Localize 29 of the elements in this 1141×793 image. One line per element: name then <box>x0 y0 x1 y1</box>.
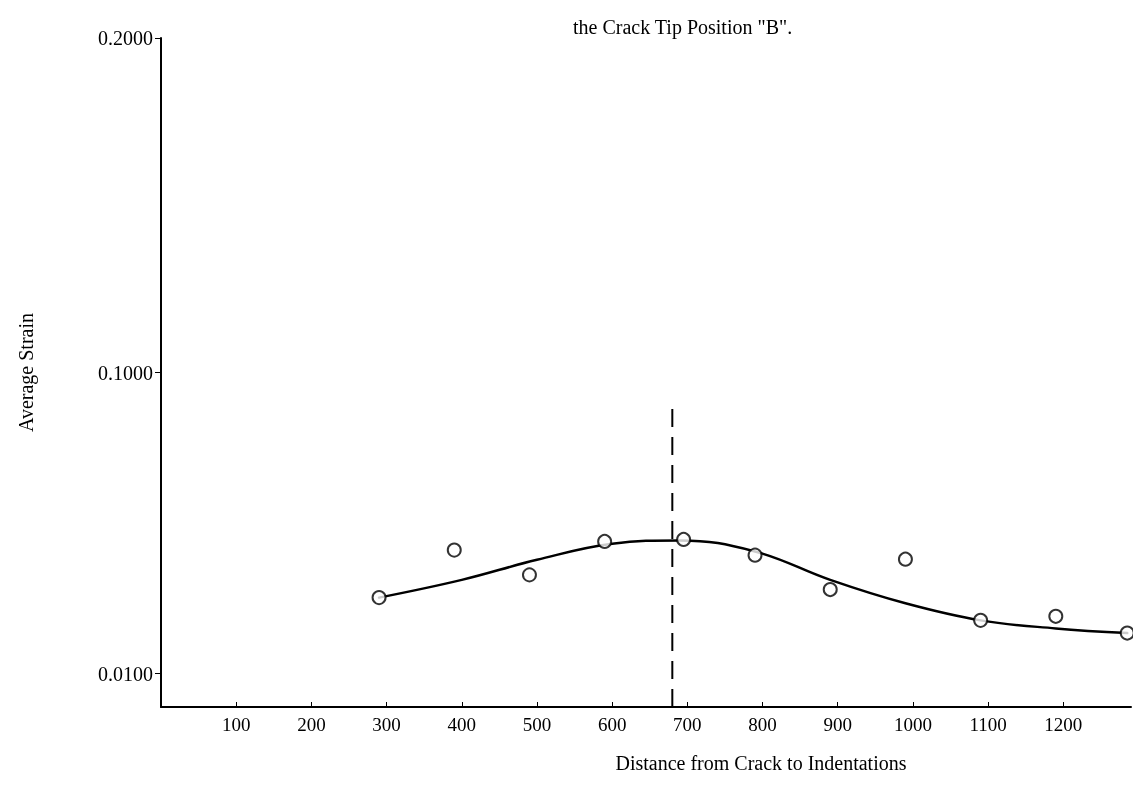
x-axis-title: Distance from Crack to Indentations <box>615 752 907 774</box>
x-tick-label: 400 <box>447 714 477 735</box>
point <box>1119 625 1133 641</box>
y-axis-title: Average Strain <box>15 312 38 433</box>
x-tick-label: 300 <box>372 714 401 735</box>
point <box>747 547 763 563</box>
point <box>897 551 913 567</box>
y-tick-label: 0.1000 <box>98 361 153 384</box>
x-tick-label: 700 <box>673 714 702 735</box>
point <box>973 612 989 628</box>
point <box>521 567 537 583</box>
x-tick-label: 800 <box>748 714 777 735</box>
y-tick-label: 0.2000 <box>98 27 153 49</box>
x-tick-label: 1200 <box>1044 714 1083 735</box>
chart-title: the Crack Tip Position "B". <box>573 16 793 39</box>
x-tick-label: 500 <box>522 714 552 735</box>
point <box>371 590 387 606</box>
x-tick-label: 100 <box>221 714 251 735</box>
point <box>822 582 838 598</box>
point <box>597 533 613 549</box>
x-tick-label: 200 <box>297 714 326 735</box>
x-tick-label: 1100 <box>969 714 1007 735</box>
point <box>1048 608 1064 624</box>
x-tick-label: 900 <box>823 714 852 735</box>
y-tick-label: 0.0100 <box>98 662 153 685</box>
point <box>446 542 462 558</box>
point <box>676 531 692 547</box>
x-tick-label: 1000 <box>893 714 932 735</box>
x-tick-label: 600 <box>597 714 627 735</box>
